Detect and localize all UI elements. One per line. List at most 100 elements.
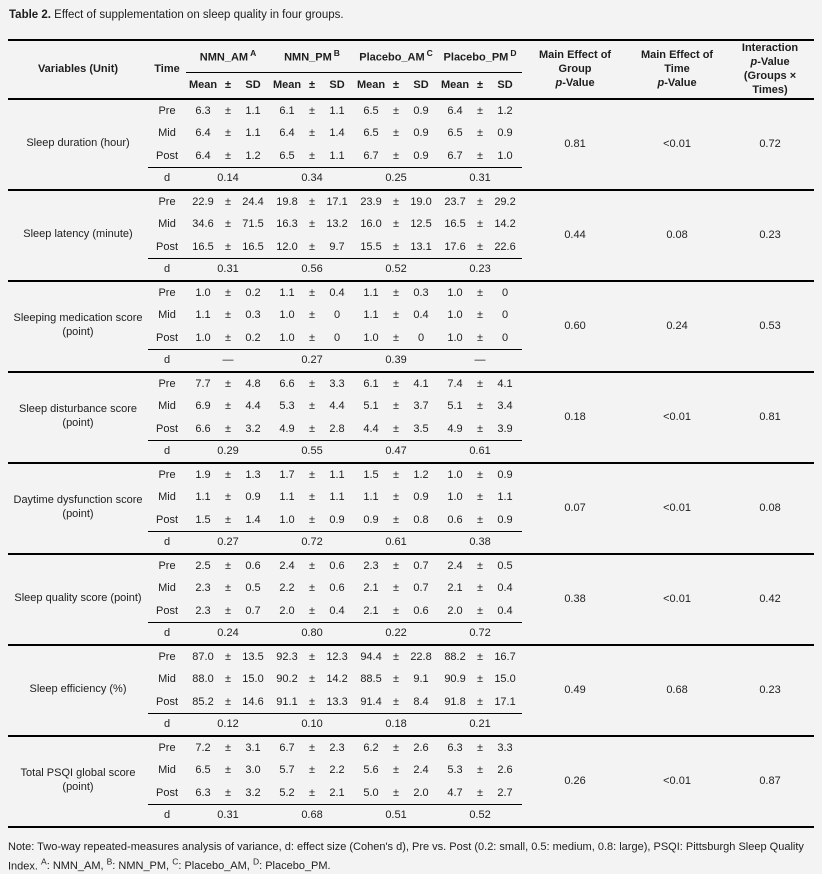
sd-value: 1.1 xyxy=(245,104,261,117)
mean-value: 1.0 xyxy=(447,286,463,299)
plus-minus: ± xyxy=(224,127,232,140)
p-time-value: <0.01 xyxy=(663,502,691,515)
data-row: Mid 1.1 ±0.3 1.0 ±0 1.1 ±0.4 1.0 ±0 xyxy=(8,304,814,327)
plus-minus: ± xyxy=(220,417,236,442)
mean-value: 4.7 xyxy=(438,781,473,806)
mean-header: Mean xyxy=(356,79,386,92)
data-row: Post 6.3 ±3.2 5.2 ±2.1 5.0 ±2.0 4.7 ±2.7 xyxy=(8,781,814,806)
plus-minus-header: ± xyxy=(477,79,484,92)
data-row: Post 6.4 ±1.2 6.5 ±1.1 6.7 ±0.9 6.7 ±1.0 xyxy=(8,144,814,169)
plus-minus: ± xyxy=(393,195,400,208)
mean-value: 5.6 xyxy=(363,764,379,777)
mean-value: 22.9 xyxy=(192,195,214,208)
plus-minus: ± xyxy=(393,309,400,322)
mean-value: 92.3 xyxy=(276,650,298,663)
p-group-value: 0.18 xyxy=(564,411,586,424)
variable-block: Sleep duration (hour) Pre 6.3 ±1.1 6.1 ±1.1 6.… xyxy=(8,98,815,190)
data-row: Post 6.6 ±3.2 4.9 ±2.8 4.4 ±3.5 4.9 ±3.9 xyxy=(8,417,814,442)
mean-value: 19.8 xyxy=(276,195,298,208)
d-value: 0.52 xyxy=(469,809,491,822)
p-time-value: <0.01 xyxy=(663,411,691,424)
sd-value: 1.2 xyxy=(236,144,271,169)
p-interaction-value: 0.81 xyxy=(759,411,781,424)
sd-value: 0.9 xyxy=(497,127,513,140)
sd-value: 0.6 xyxy=(329,559,345,572)
p-time-value: 0.24 xyxy=(666,320,688,333)
sd-value: 16.7 xyxy=(494,650,516,663)
sd-value: 3.1 xyxy=(245,741,261,754)
d-value: 0.47 xyxy=(385,445,407,458)
mean-value: 1.0 xyxy=(186,326,220,351)
plus-minus-header: ± xyxy=(224,79,232,92)
sd-value: 3.2 xyxy=(236,417,271,442)
mean-value: 2.0 xyxy=(438,599,473,624)
plus-minus: ± xyxy=(308,741,316,754)
time-label: Mid xyxy=(158,491,176,504)
sd-value: 0.9 xyxy=(413,104,429,117)
sd-value: 0.7 xyxy=(413,559,429,572)
plus-minus: ± xyxy=(388,690,405,715)
time-label: Mid xyxy=(158,764,176,777)
plus-minus: ± xyxy=(472,781,489,806)
time-label: Mid xyxy=(158,218,176,231)
mean-value: 6.3 xyxy=(186,781,220,806)
plus-minus: ± xyxy=(220,781,236,806)
sd-value: 0.9 xyxy=(245,491,261,504)
plus-minus: ± xyxy=(477,491,484,504)
mean-value: 1.0 xyxy=(447,468,463,481)
p-group-value: 0.81 xyxy=(564,138,586,151)
sd-value: 1.2 xyxy=(413,468,429,481)
data-row: Mid 6.5 ±3.0 5.7 ±2.2 5.6 ±2.4 5.3 ±2.6 xyxy=(8,759,814,782)
sd-value: 0.3 xyxy=(413,286,429,299)
sd-value: 0.8 xyxy=(404,508,439,533)
sd-value: 17.1 xyxy=(326,195,348,208)
variable-name: Daytime dysfunction score (point) xyxy=(13,494,143,521)
sd-value: 0.6 xyxy=(329,582,345,595)
d-value: 0.21 xyxy=(469,718,491,731)
mean-value: 7.2 xyxy=(195,741,211,754)
mean-value: 34.6 xyxy=(192,218,214,231)
mean-value: 1.1 xyxy=(363,309,379,322)
mean-value: 88.5 xyxy=(360,673,382,686)
sd-value: 13.3 xyxy=(320,690,355,715)
table-caption-text: Effect of supplementation on sleep quali… xyxy=(50,9,344,21)
data-row: Daytime dysfunction score (point) Pre 1.9 ±… xyxy=(8,463,814,521)
group-header-nmn-am: NMN_AM A xyxy=(186,39,271,74)
variable-name: Sleep latency (minute) xyxy=(23,228,133,241)
data-row: Post 2.3 ±0.7 2.0 ±0.4 2.1 ±0.6 2.0 ±0.4 xyxy=(8,599,814,624)
data-row: Mid 6.9 ±4.4 5.3 ±4.4 5.1 ±3.7 5.1 ±3.4 xyxy=(8,395,814,418)
p-interaction-value: 0.23 xyxy=(759,229,781,242)
table-caption-label: Table 2. xyxy=(9,9,51,21)
plus-minus: ± xyxy=(220,599,236,624)
plus-minus: ± xyxy=(388,417,405,442)
mean-value: 6.9 xyxy=(195,400,211,413)
mean-value: 16.0 xyxy=(360,218,382,231)
mean-value: 17.6 xyxy=(438,235,473,260)
mean-value: 6.4 xyxy=(195,127,211,140)
sd-value: 3.3 xyxy=(329,377,345,390)
sd-value: 0 xyxy=(501,309,509,322)
variables-header: Variables (Unit) xyxy=(37,63,119,76)
d-value: — xyxy=(474,354,486,367)
mean-value: 6.5 xyxy=(363,127,379,140)
variable-block: Sleep efficiency (%) Pre 87.0 ±13.5 92.3 ±12.… xyxy=(8,644,815,736)
d-label: d xyxy=(163,627,171,640)
mean-value: 1.1 xyxy=(195,309,211,322)
sd-value: 2.4 xyxy=(413,764,429,777)
p-interaction-value: 0.08 xyxy=(759,502,781,515)
p-time-value: 0.08 xyxy=(666,229,688,242)
plus-minus: ± xyxy=(477,559,484,572)
d-value: 0.31 xyxy=(469,172,491,185)
plus-minus: ± xyxy=(220,508,236,533)
sd-value: 0.9 xyxy=(320,508,355,533)
d-value: 0.72 xyxy=(469,627,491,640)
sd-value: 0.7 xyxy=(236,599,271,624)
plus-minus: ± xyxy=(308,104,316,117)
mean-value: 1.9 xyxy=(195,468,211,481)
data-row: Mid 88.0 ±15.0 90.2 ±14.2 88.5 ±9.1 90.9 ±15.0 xyxy=(8,668,814,691)
mean-value: 6.2 xyxy=(363,741,379,754)
group-superscript: C xyxy=(426,48,433,59)
sd-value: 0 xyxy=(404,326,439,351)
group-name-label: Placebo_AM xyxy=(359,52,425,65)
plus-minus: ± xyxy=(308,491,316,504)
